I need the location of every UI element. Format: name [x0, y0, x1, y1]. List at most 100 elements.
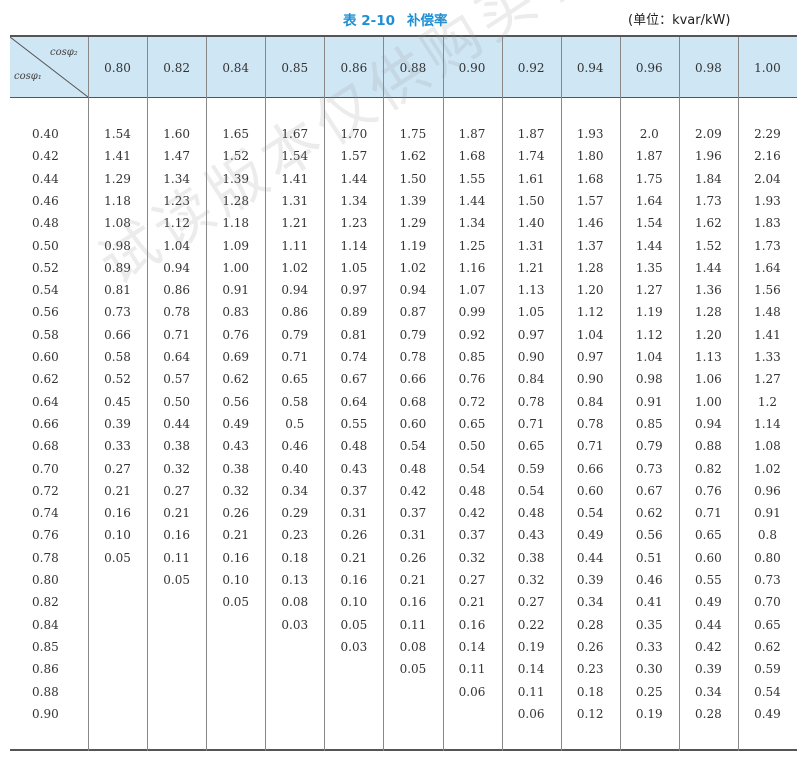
table-cell: 1.02: [754, 461, 781, 476]
table-cell: 1.00: [695, 394, 722, 409]
column-divider: [147, 37, 149, 751]
table-cell: 1.87: [517, 127, 545, 141]
row-label: 0.90: [32, 706, 59, 721]
table-cell: 0.76: [222, 327, 250, 342]
table-cell: 0.73: [754, 573, 781, 587]
table-cell: 0.26: [340, 528, 368, 543]
column-divider: [560, 37, 562, 751]
table-cell: 0.19: [635, 706, 663, 721]
table-cell: 1.61: [517, 171, 545, 186]
table-cell: 1.60: [163, 127, 190, 141]
table-cell: 0.16: [340, 573, 368, 587]
table-cell: 1.16: [458, 260, 486, 275]
table-cell: 0.16: [458, 617, 486, 632]
row-label: 0.62: [32, 372, 59, 387]
table-cell: 1.54: [635, 216, 663, 231]
row-label: 0.42: [32, 149, 59, 164]
table-cell: 0.48: [517, 506, 545, 521]
table-cell: 0.37: [340, 483, 368, 498]
table-cell: 1.54: [281, 149, 309, 164]
column-header: 0.84: [222, 61, 250, 75]
row-label: 0.60: [32, 350, 59, 364]
table-cell: 0.94: [281, 283, 309, 298]
table-cell: 0.89: [340, 305, 368, 320]
table-cell: 0.38: [222, 461, 250, 476]
table-cell: 1.35: [635, 260, 663, 275]
table-cell: 1.21: [517, 260, 545, 275]
table-cell: 0.55: [340, 416, 368, 431]
table-cell: 1.83: [754, 216, 781, 231]
table-cell: 0.90: [576, 372, 604, 387]
table-cell: 0.54: [754, 684, 781, 699]
table-cell: 0.85: [635, 416, 663, 431]
table-cell: 0.60: [695, 550, 722, 565]
table-cell: 0.05: [222, 595, 250, 610]
column-header: 0.86: [340, 61, 368, 75]
table-cell: 0.33: [635, 639, 663, 654]
table-cell: 1.08: [104, 216, 131, 231]
table-cell: 1.07: [458, 283, 486, 298]
table-cell: 0.56: [222, 394, 250, 409]
table-cell: 0.26: [576, 639, 604, 654]
table-cell: 0.27: [104, 461, 131, 476]
table-cell: 1.14: [754, 416, 781, 431]
table-cell: 0.16: [163, 528, 190, 543]
table-cell: 0.42: [458, 506, 486, 521]
table-cell: 0.80: [754, 550, 781, 565]
table-cell: 1.08: [754, 439, 781, 454]
table-cell: 0.37: [458, 528, 486, 543]
table-cell: 1.31: [517, 238, 545, 253]
table-cell: 1.52: [222, 149, 250, 164]
table-cell: 1.25: [458, 238, 486, 253]
table-cell: 1.20: [695, 327, 722, 342]
table-number: 表 2-10: [343, 13, 395, 29]
table-cell: 1.64: [635, 193, 663, 208]
table-cell: 1.87: [635, 149, 663, 164]
table-cell: 0.94: [695, 416, 722, 431]
table-cell: 1.36: [695, 283, 722, 298]
table-cell: 1.56: [754, 283, 781, 298]
row-label: 0.64: [32, 394, 59, 409]
table-cell: 0.31: [399, 528, 427, 543]
table-cell: 0.11: [517, 684, 545, 699]
table-cell: 1.33: [754, 350, 781, 364]
table-cell: 0.19: [517, 639, 545, 654]
table-cell: 1.73: [754, 238, 781, 253]
table-title: 表 2-10 补偿率: [343, 9, 447, 29]
table-cell: 0.46: [635, 573, 663, 587]
table-cell: 0.58: [281, 394, 309, 409]
table-cell: 0.33: [104, 439, 131, 454]
table-cell: 1.12: [635, 327, 663, 342]
table-cell: 1.29: [104, 171, 131, 186]
table-cell: 0.38: [517, 550, 545, 565]
row-label: 0.50: [32, 238, 59, 253]
row-label: 0.54: [32, 283, 59, 298]
table-cell: 0.21: [399, 573, 427, 587]
row-label: 0.88: [32, 684, 59, 699]
table-cell: 0.32: [222, 483, 250, 498]
table-cell: 0.65: [517, 439, 545, 454]
table-cell: 1.05: [517, 305, 545, 320]
table-cell: 0.8: [757, 528, 777, 543]
table-cell: 0.91: [635, 394, 663, 409]
table-cell: 1.70: [340, 127, 368, 141]
table-cell: 0.28: [695, 706, 722, 721]
table-cell: 0.78: [517, 394, 545, 409]
table-cell: 0.71: [517, 416, 545, 431]
table-cell: 0.39: [104, 416, 131, 431]
column-header: 0.98: [695, 61, 722, 75]
table-cell: 1.09: [222, 238, 250, 253]
row-label: 0.48: [32, 216, 59, 231]
table-cell: 1.14: [340, 238, 368, 253]
table-cell: 0.11: [458, 662, 486, 677]
table-cell: 0.32: [163, 461, 190, 476]
table-cell: 1.00: [222, 260, 250, 275]
table-cell: 1.02: [399, 260, 427, 275]
table-cell: 1.41: [754, 327, 781, 342]
table-cell: 0.18: [576, 684, 604, 699]
table-cell: 1.34: [163, 171, 190, 186]
table-cell: 0.96: [754, 483, 781, 498]
table-cell: 1.44: [340, 171, 368, 186]
table-cell: 1.67: [281, 127, 309, 141]
table-cell: 0.71: [576, 439, 604, 454]
